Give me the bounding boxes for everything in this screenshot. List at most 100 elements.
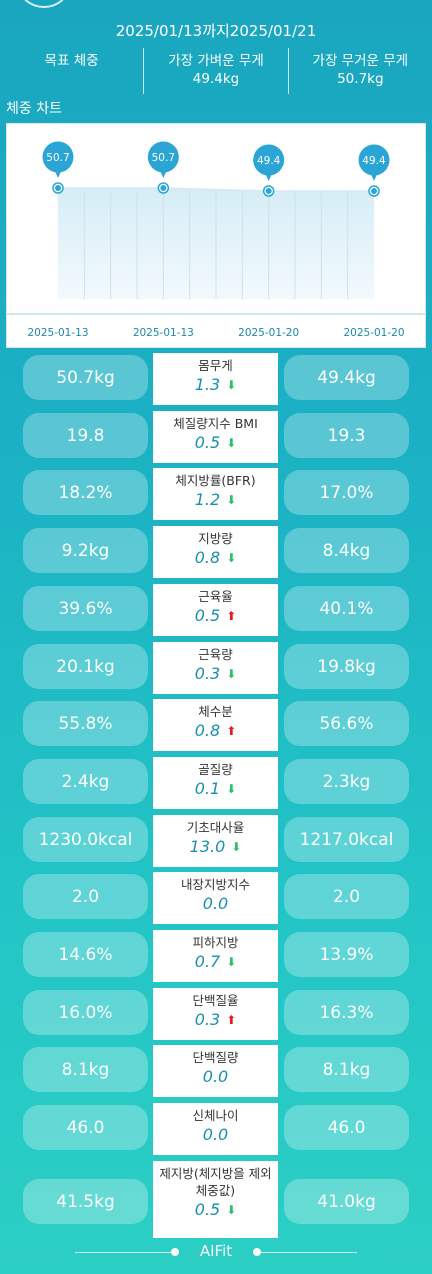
arrow-down-icon: ⬇ [226, 1203, 237, 1217]
metric-change: 0.8 ⬇ [153, 547, 278, 569]
metric-end-value: 17.0% [284, 470, 409, 515]
chart-point-core [55, 185, 61, 191]
metric-name: 지방량 [198, 531, 233, 546]
metric-start-value: 2.0 [23, 874, 148, 919]
chart-point-core [160, 185, 167, 191]
metric-card[interactable]: 내장지방지수 0.0 [153, 872, 278, 924]
metric-change: 0.0 [153, 1066, 278, 1088]
metric-start-value: 41.5kg [23, 1179, 148, 1224]
metric-end-value: 40.1% [284, 586, 409, 631]
metric-end-value: 56.6% [284, 701, 409, 746]
arrow-down-icon: ⬇ [226, 551, 237, 565]
metric-card[interactable]: 골질량 0.1 ⬇ [153, 757, 278, 809]
metric-card[interactable]: 지방량 0.8 ⬇ [153, 526, 278, 578]
chart-series-line [58, 187, 374, 192]
metric-card[interactable]: 제지방(체지방을 제외 체중값) 0.5 ⬇ [153, 1161, 278, 1238]
metric-start-value: 1230.0kcal [23, 817, 148, 862]
metric-change: 0.5 ⬇ [153, 432, 278, 454]
metric-change: 1.3 ⬇ [153, 374, 278, 396]
metric-end-value: 16.3% [284, 990, 409, 1035]
metric-change-value: 0.5 [194, 1200, 221, 1219]
metric-name: 단백질율 [192, 993, 239, 1008]
footer-brand: AIFit [199, 1242, 233, 1260]
metric-change-value: 0.8 [194, 548, 221, 567]
arrow-down-icon: ⬇ [226, 378, 237, 392]
metric-name: 몸무게 [198, 358, 233, 373]
arrow-down-icon: ⬇ [226, 493, 237, 507]
metric-card[interactable]: 단백질율 0.3 ⬆ [153, 988, 278, 1040]
chart-x-tick-label: 2025-01-20 [343, 327, 404, 339]
metric-name: 신체나이 [192, 1108, 239, 1123]
metric-change-value: 1.2 [194, 490, 221, 509]
metric-card[interactable]: 체지방률(BFR) 1.2 ⬇ [153, 468, 278, 520]
metric-change-value: 0.0 [202, 1125, 229, 1144]
arrow-up-icon: ⬆ [226, 724, 237, 738]
chart-data-label: 49.4 [257, 155, 281, 167]
metric-start-value: 50.7kg [23, 355, 148, 400]
footer-line-right [261, 1252, 357, 1253]
chart-data-label: 50.7 [46, 152, 69, 164]
metric-start-value: 19.8 [23, 413, 148, 458]
metric-change: 1.2 ⬇ [153, 489, 278, 511]
chart-section-title: 체중 차트 [6, 101, 62, 117]
target-weight: 목표 체중 [0, 48, 143, 94]
metric-card[interactable]: 체질량지수 BMI 0.5 ⬇ [153, 411, 278, 463]
metric-card[interactable]: 단백질량 0.0 [153, 1045, 278, 1097]
chart-value-bubble [253, 144, 285, 176]
heaviest-weight: 가장 무거운 무게 50.7kg [287, 48, 432, 94]
metric-change: 0.5 ⬆ [153, 605, 278, 627]
metric-change-value: 13.0 [189, 837, 226, 856]
metric-end-value: 46.0 [284, 1105, 409, 1150]
metric-start-value: 46.0 [23, 1105, 148, 1150]
metric-card[interactable]: 기초대사율 13.0 ⬇ [153, 815, 278, 867]
summary-bar: 목표 체중 가장 가벼운 무게 49.4kg 가장 무거운 무게 50.7kg [0, 48, 432, 94]
chart-data-label: 49.4 [362, 155, 386, 167]
chart-x-tick-label: 2025-01-13 [27, 327, 88, 339]
metric-card[interactable]: 신체나이 0.0 [153, 1103, 278, 1155]
metric-end-value: 19.8kg [284, 644, 409, 689]
metric-change: 0.3 ⬆ [153, 1009, 278, 1031]
heaviest-weight-label: 가장 무거운 무게 [312, 53, 409, 69]
chart-x-tick-label: 2025-01-20 [238, 327, 299, 339]
lightest-weight-label: 가장 가벼운 무게 [168, 53, 264, 69]
metric-card[interactable]: 체수분 0.8 ⬆ [153, 699, 278, 751]
metric-change: 0.8 ⬆ [153, 720, 278, 742]
chart-x-tick-label: 2025-01-13 [133, 327, 194, 339]
weight-chart-svg: 50.7 2025-01-13 50.7 2025-01-13 49.4 2025-01-… [7, 141, 425, 339]
metric-card[interactable]: 몸무게 1.3 ⬇ [153, 353, 278, 405]
weight-chart[interactable]: 50.7 2025-01-13 50.7 2025-01-13 49.4 2025-01-… [6, 123, 426, 348]
metric-change-value: 0.7 [194, 952, 221, 971]
metric-change-value: 0.5 [194, 606, 221, 625]
metric-name: 제지방(체지방을 제외 체중값) [159, 1166, 272, 1198]
arrow-up-icon: ⬆ [226, 1013, 237, 1027]
metric-name: 체질량지수 BMI [173, 416, 258, 431]
chart-value-bubble [358, 144, 390, 176]
metric-name: 체수분 [198, 704, 233, 719]
metric-change-value: 0.0 [202, 894, 229, 913]
metric-change-value: 0.5 [194, 433, 221, 452]
metric-start-value: 2.4kg [23, 759, 148, 804]
metric-change: 13.0 ⬇ [153, 836, 278, 858]
metric-change: 0.7 ⬇ [153, 951, 278, 973]
lightest-weight-value: 49.4kg [192, 71, 240, 87]
arrow-down-icon: ⬇ [231, 840, 242, 854]
metric-card[interactable]: 근육량 0.3 ⬇ [153, 642, 278, 694]
metric-card[interactable]: 근육율 0.5 ⬆ [153, 584, 278, 636]
footer-dot-left [171, 1248, 179, 1256]
metric-card[interactable]: 피하지방 0.7 ⬇ [153, 930, 278, 982]
metric-end-value: 8.1kg [284, 1047, 409, 1092]
metric-end-value: 41.0kg [284, 1179, 409, 1224]
metric-change-value: 0.3 [194, 1010, 221, 1029]
metric-change-value: 0.0 [202, 1067, 229, 1086]
metric-name: 내장지방지수 [180, 877, 250, 892]
metric-start-value: 20.1kg [23, 644, 148, 689]
chart-value-bubble [147, 141, 179, 173]
metric-start-value: 14.6% [23, 932, 148, 977]
metric-end-value: 13.9% [284, 932, 409, 977]
metric-name: 단백질량 [192, 1050, 239, 1065]
metric-start-value: 18.2% [23, 470, 148, 515]
metric-change-value: 1.3 [194, 375, 221, 394]
chart-value-bubble [42, 141, 74, 173]
lightest-weight: 가장 가벼운 무게 49.4kg [143, 48, 287, 94]
arrow-down-icon: ⬇ [226, 955, 237, 969]
